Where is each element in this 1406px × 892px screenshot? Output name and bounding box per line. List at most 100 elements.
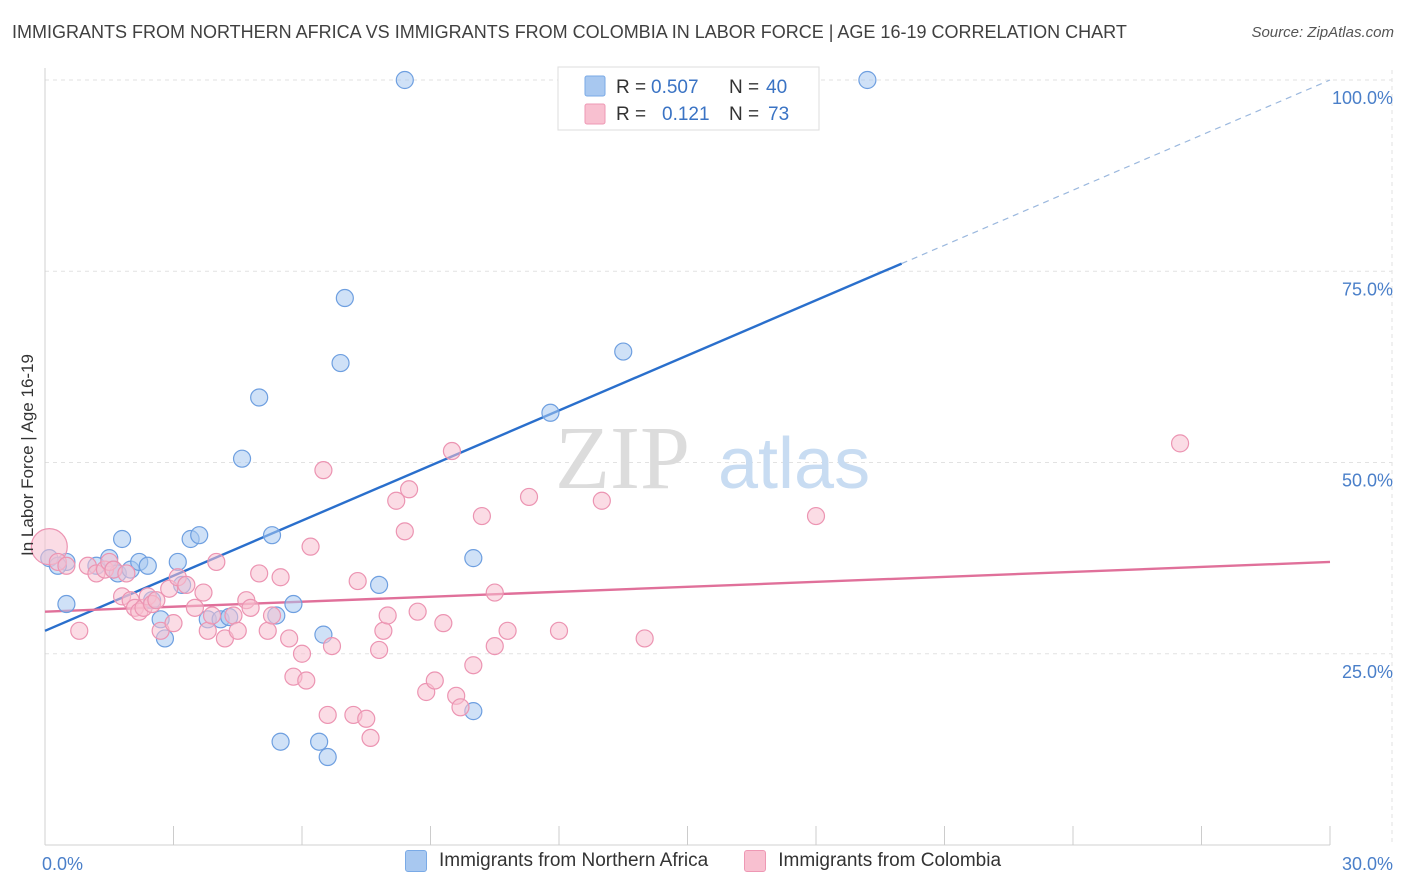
y-tick-label: 50.0% <box>1342 471 1393 491</box>
point-colombia <box>262 606 282 625</box>
point-colombia <box>1170 434 1190 453</box>
bottom-legend-swatch-colombia <box>744 850 767 872</box>
bottom-legend-label-colombia: Immigrants from Colombia <box>778 850 1002 871</box>
point-colombia <box>314 461 333 480</box>
point-northern-africa <box>318 747 337 767</box>
legend-n-label-1: N = <box>729 77 759 98</box>
point-colombia <box>271 568 290 587</box>
data-points <box>30 70 1190 767</box>
point-colombia <box>177 575 196 595</box>
legend-r-value-1: 0.507 <box>651 77 699 98</box>
point-northern-africa <box>190 526 209 545</box>
point-colombia <box>117 564 136 583</box>
point-colombia <box>228 621 247 640</box>
watermark-atlas: atlas <box>718 424 870 504</box>
point-colombia <box>374 621 393 640</box>
point-colombia <box>297 671 316 690</box>
point-northern-africa <box>262 526 282 545</box>
point-colombia <box>280 629 299 648</box>
trend-line-northern-africa <box>44 262 903 632</box>
trend-line-extension <box>901 79 1331 265</box>
point-northern-africa <box>614 342 633 361</box>
point-northern-africa <box>271 732 290 751</box>
legend-n-value-1: 40 <box>766 77 787 98</box>
point-northern-africa <box>138 556 157 575</box>
point-colombia <box>472 506 491 526</box>
y-tick-label: 100.0% <box>1332 88 1393 108</box>
point-colombia <box>592 491 611 510</box>
axes <box>44 68 1331 846</box>
trend-line-colombia <box>44 560 1331 613</box>
legend-r-label-2: R = <box>616 104 646 125</box>
point-colombia <box>549 621 569 640</box>
point-colombia <box>635 629 654 648</box>
point-northern-africa <box>232 449 252 468</box>
legend: R = 0.507 N = 40 R = 0.121 N = 73 <box>557 66 820 131</box>
legend-n-label-2: N = <box>729 104 759 125</box>
bottom-legend-item-northern-africa: Immigrants from Northern Africa <box>404 850 709 872</box>
grid-lines <box>45 70 1393 845</box>
point-northern-africa <box>464 549 483 568</box>
point-colombia <box>425 671 444 690</box>
point-northern-africa <box>57 594 76 614</box>
legend-n-value-2: 73 <box>768 104 789 125</box>
point-colombia <box>147 591 166 610</box>
point-colombia <box>224 606 243 625</box>
point-northern-africa <box>331 353 350 373</box>
bottom-legend: Immigrants from Northern Africa Immigran… <box>0 850 1406 872</box>
y-tick-label: 75.0% <box>1342 279 1393 299</box>
point-colombia <box>361 728 380 748</box>
point-colombia <box>185 598 205 617</box>
point-colombia <box>292 644 312 663</box>
point-northern-africa <box>335 288 354 308</box>
point-colombia <box>434 614 453 633</box>
point-colombia <box>301 537 320 556</box>
legend-r-value-2: 0.121 <box>662 104 710 125</box>
point-northern-africa <box>168 552 187 572</box>
point-colombia <box>485 636 504 656</box>
point-colombia <box>250 564 269 583</box>
x-tick-label: 0.0% <box>42 854 83 874</box>
point-northern-africa <box>541 403 560 422</box>
point-colombia <box>322 636 342 656</box>
trend-lines <box>44 79 1331 632</box>
point-colombia <box>408 602 427 621</box>
y-axis-title: In Labor Force | Age 16-19 <box>18 354 37 556</box>
point-northern-africa <box>858 70 877 90</box>
bottom-legend-swatch-northern-africa <box>404 850 427 872</box>
legend-swatch-colombia <box>584 103 606 125</box>
point-colombia <box>198 621 217 640</box>
point-colombia <box>519 487 539 507</box>
point-northern-africa <box>250 388 269 407</box>
point-colombia <box>498 621 517 640</box>
point-colombia <box>378 606 397 625</box>
legend-swatch-northern-africa <box>584 75 606 97</box>
point-colombia <box>164 614 183 633</box>
watermark: ZIP atlas <box>555 409 870 508</box>
point-colombia <box>485 583 504 602</box>
bottom-legend-label-northern-africa: Immigrants from Northern Africa <box>438 850 709 871</box>
point-colombia <box>194 583 213 602</box>
point-colombia <box>348 571 367 591</box>
point-colombia <box>202 606 222 625</box>
point-northern-africa <box>370 575 389 595</box>
point-northern-africa <box>310 732 329 751</box>
legend-r-label-1: R = <box>616 77 646 98</box>
point-colombia <box>70 621 89 640</box>
point-colombia <box>387 491 406 510</box>
chart-source: Source: ZipAtlas.com <box>1251 24 1394 41</box>
point-northern-africa <box>284 594 303 614</box>
point-colombia <box>464 656 483 675</box>
chart-title: IMMIGRANTS FROM NORTHERN AFRICA VS IMMIG… <box>12 22 1127 42</box>
point-northern-africa <box>395 70 414 90</box>
point-colombia <box>451 698 470 717</box>
point-colombia <box>370 640 389 660</box>
tick-labels: 25.0% 50.0% 75.0% 100.0% 0.0% 30.0% <box>42 88 1393 874</box>
point-colombia <box>399 480 419 499</box>
point-colombia <box>806 506 826 526</box>
point-colombia <box>318 705 337 725</box>
point-colombia <box>357 709 376 728</box>
bottom-legend-item-colombia: Immigrants from Colombia <box>744 850 1001 872</box>
point-colombia <box>442 441 462 461</box>
